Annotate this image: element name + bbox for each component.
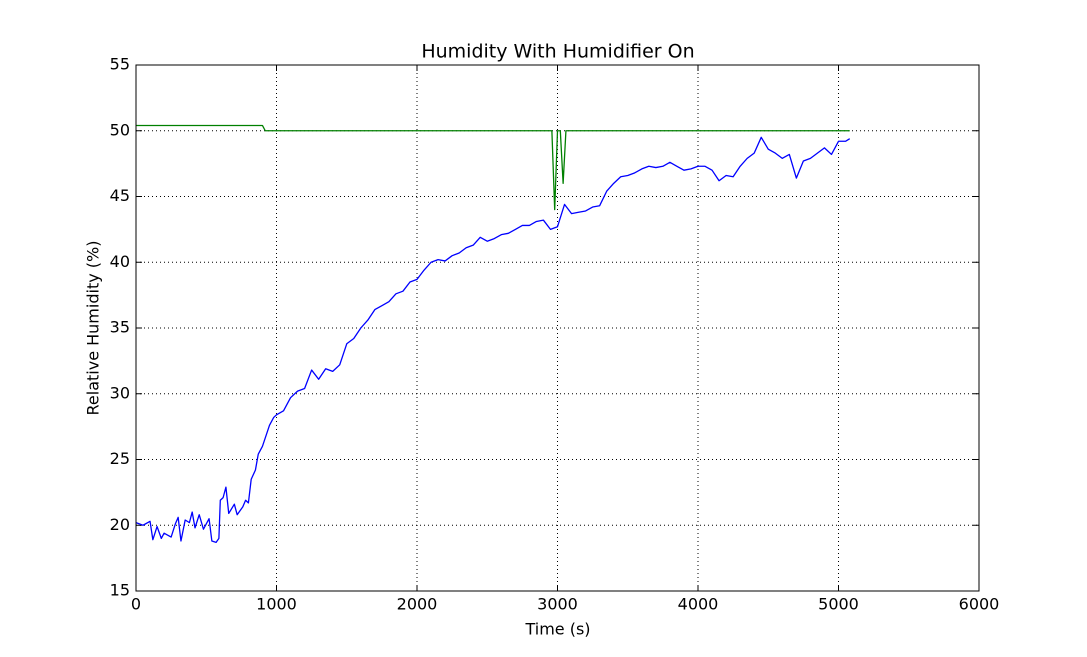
x-tick-label: 2000 <box>397 595 438 614</box>
x-tick-label: 5000 <box>818 595 859 614</box>
y-tick-label: 20 <box>110 515 130 534</box>
x-tick-label: 4000 <box>678 595 719 614</box>
plot-frame <box>135 64 980 592</box>
y-tick-label: 25 <box>110 449 130 468</box>
y-tick-label: 45 <box>110 186 130 205</box>
y-tick-label: 55 <box>110 55 130 74</box>
chart-title: Humidity With Humidifier On <box>421 41 694 63</box>
x-tick-label: 6000 <box>959 595 1000 614</box>
y-tick-label: 30 <box>110 383 130 402</box>
x-tick-label: 0 <box>131 595 141 614</box>
y-tick-label: 50 <box>110 120 130 139</box>
x-axis-label: Time (s) <box>524 620 590 639</box>
y-tick-label: 40 <box>110 252 130 271</box>
data-line <box>136 124 850 211</box>
y-tick-label: 15 <box>110 581 130 600</box>
y-axis-label: Relative Humidity (%) <box>84 241 103 416</box>
x-tick-label: 3000 <box>537 595 578 614</box>
y-tick-label: 35 <box>110 318 130 337</box>
data-line <box>135 136 851 543</box>
x-tick-label: 1000 <box>256 595 297 614</box>
